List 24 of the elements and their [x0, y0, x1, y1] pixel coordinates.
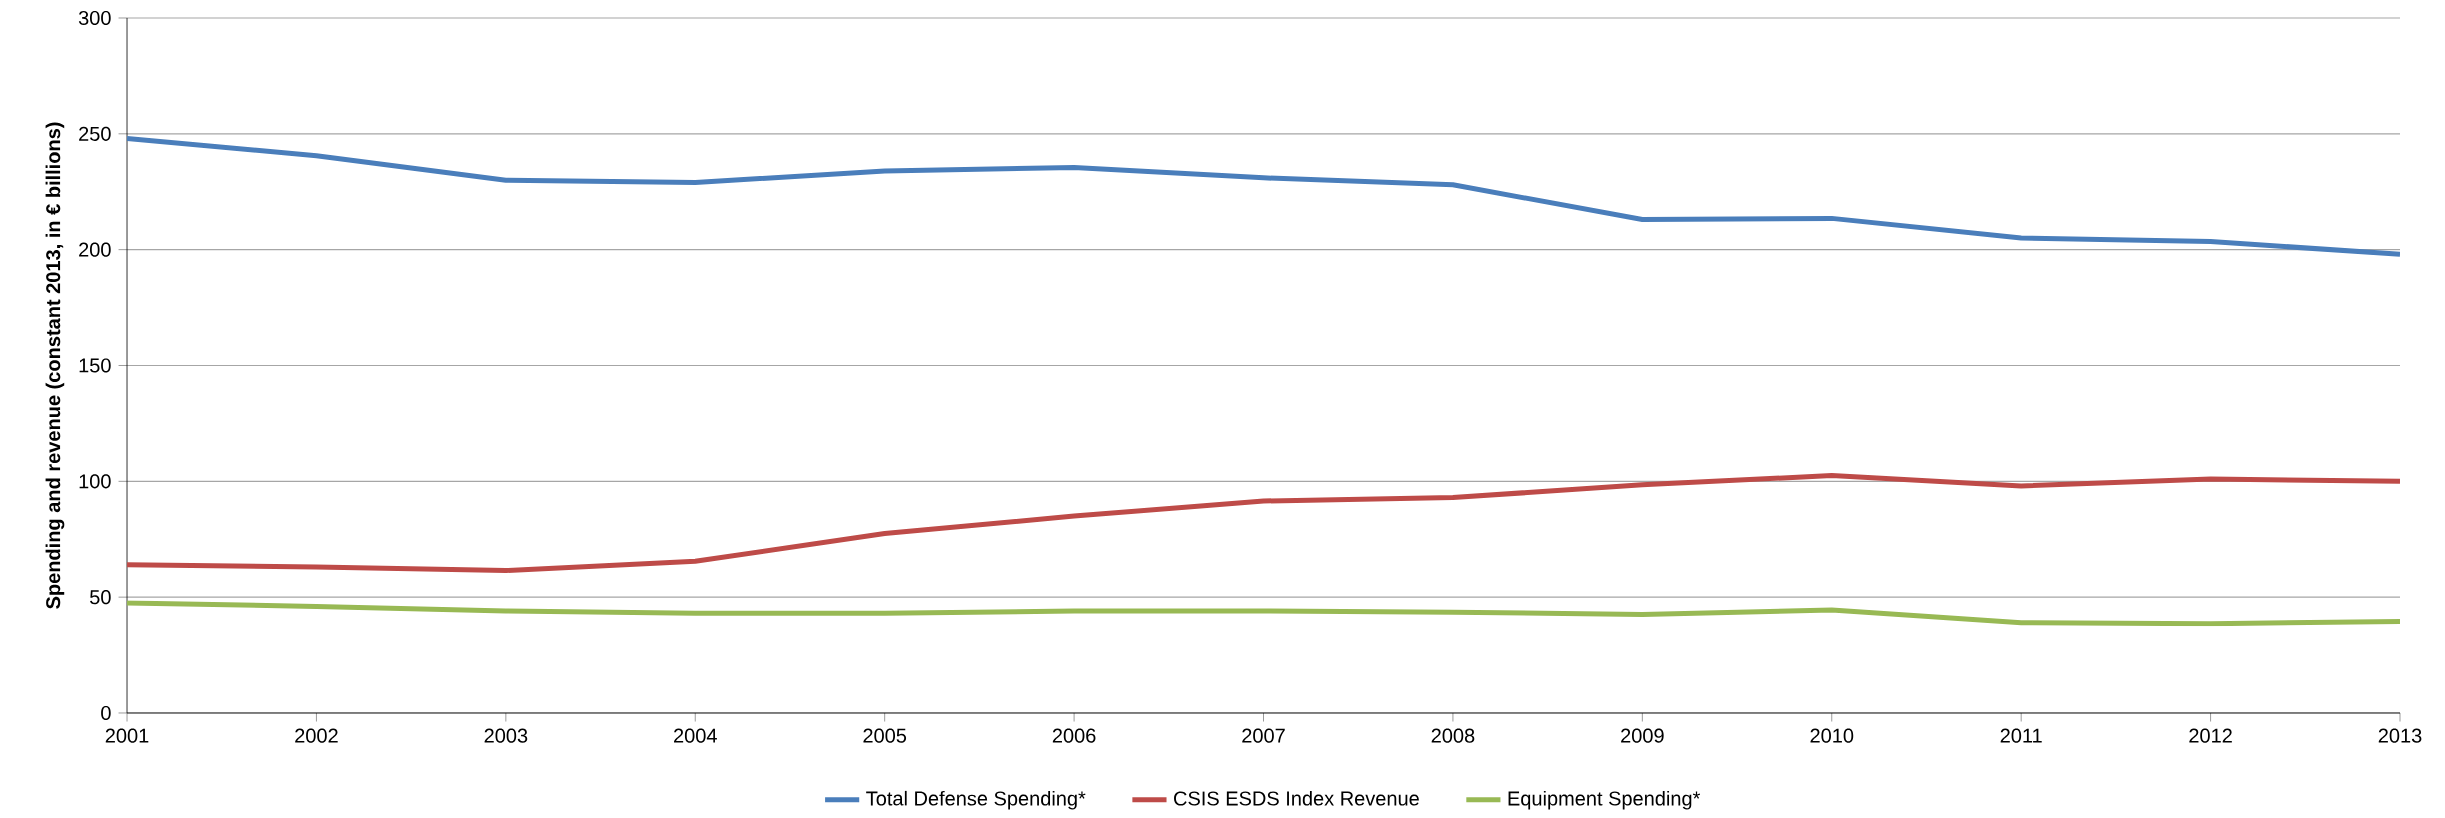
legend-label: Equipment Spending* [1508, 790, 1701, 810]
legend-label: Total Defense Spending* [866, 790, 1086, 810]
x-tick-label: 2001 [105, 728, 149, 743]
y-axis-title: Spending and revenue (constant 2013, in € billions) [45, 122, 65, 609]
y-tick-label: 0 [101, 705, 111, 721]
x-tick-label: 2004 [674, 728, 717, 743]
x-tick-label: 2008 [1431, 728, 1475, 743]
x-tick-label: 2013 [2378, 728, 2422, 743]
x-tick-label: 2007 [1242, 728, 1285, 743]
y-tick-label: 150 [79, 358, 111, 373]
y-tick-label: 100 [79, 474, 111, 489]
y-tick-label: 50 [90, 590, 111, 605]
y-tick-label: 300 [78, 10, 111, 26]
x-tick-label: 2012 [2189, 728, 2232, 743]
x-tick-label: 2009 [1621, 728, 1664, 743]
x-tick-label: 2006 [1052, 728, 1096, 743]
y-tick-label: 250 [79, 126, 111, 141]
y-tick-label: 200 [79, 242, 111, 257]
x-tick-label: 2002 [295, 728, 338, 743]
legend-label: CSIS ESDS Index Revenue [1174, 790, 1419, 806]
x-tick-label: 2003 [484, 728, 528, 743]
x-tick-label: 2005 [863, 728, 907, 743]
x-tick-label: 2011 [2000, 728, 2042, 743]
x-tick-label: 2010 [1810, 728, 1854, 743]
